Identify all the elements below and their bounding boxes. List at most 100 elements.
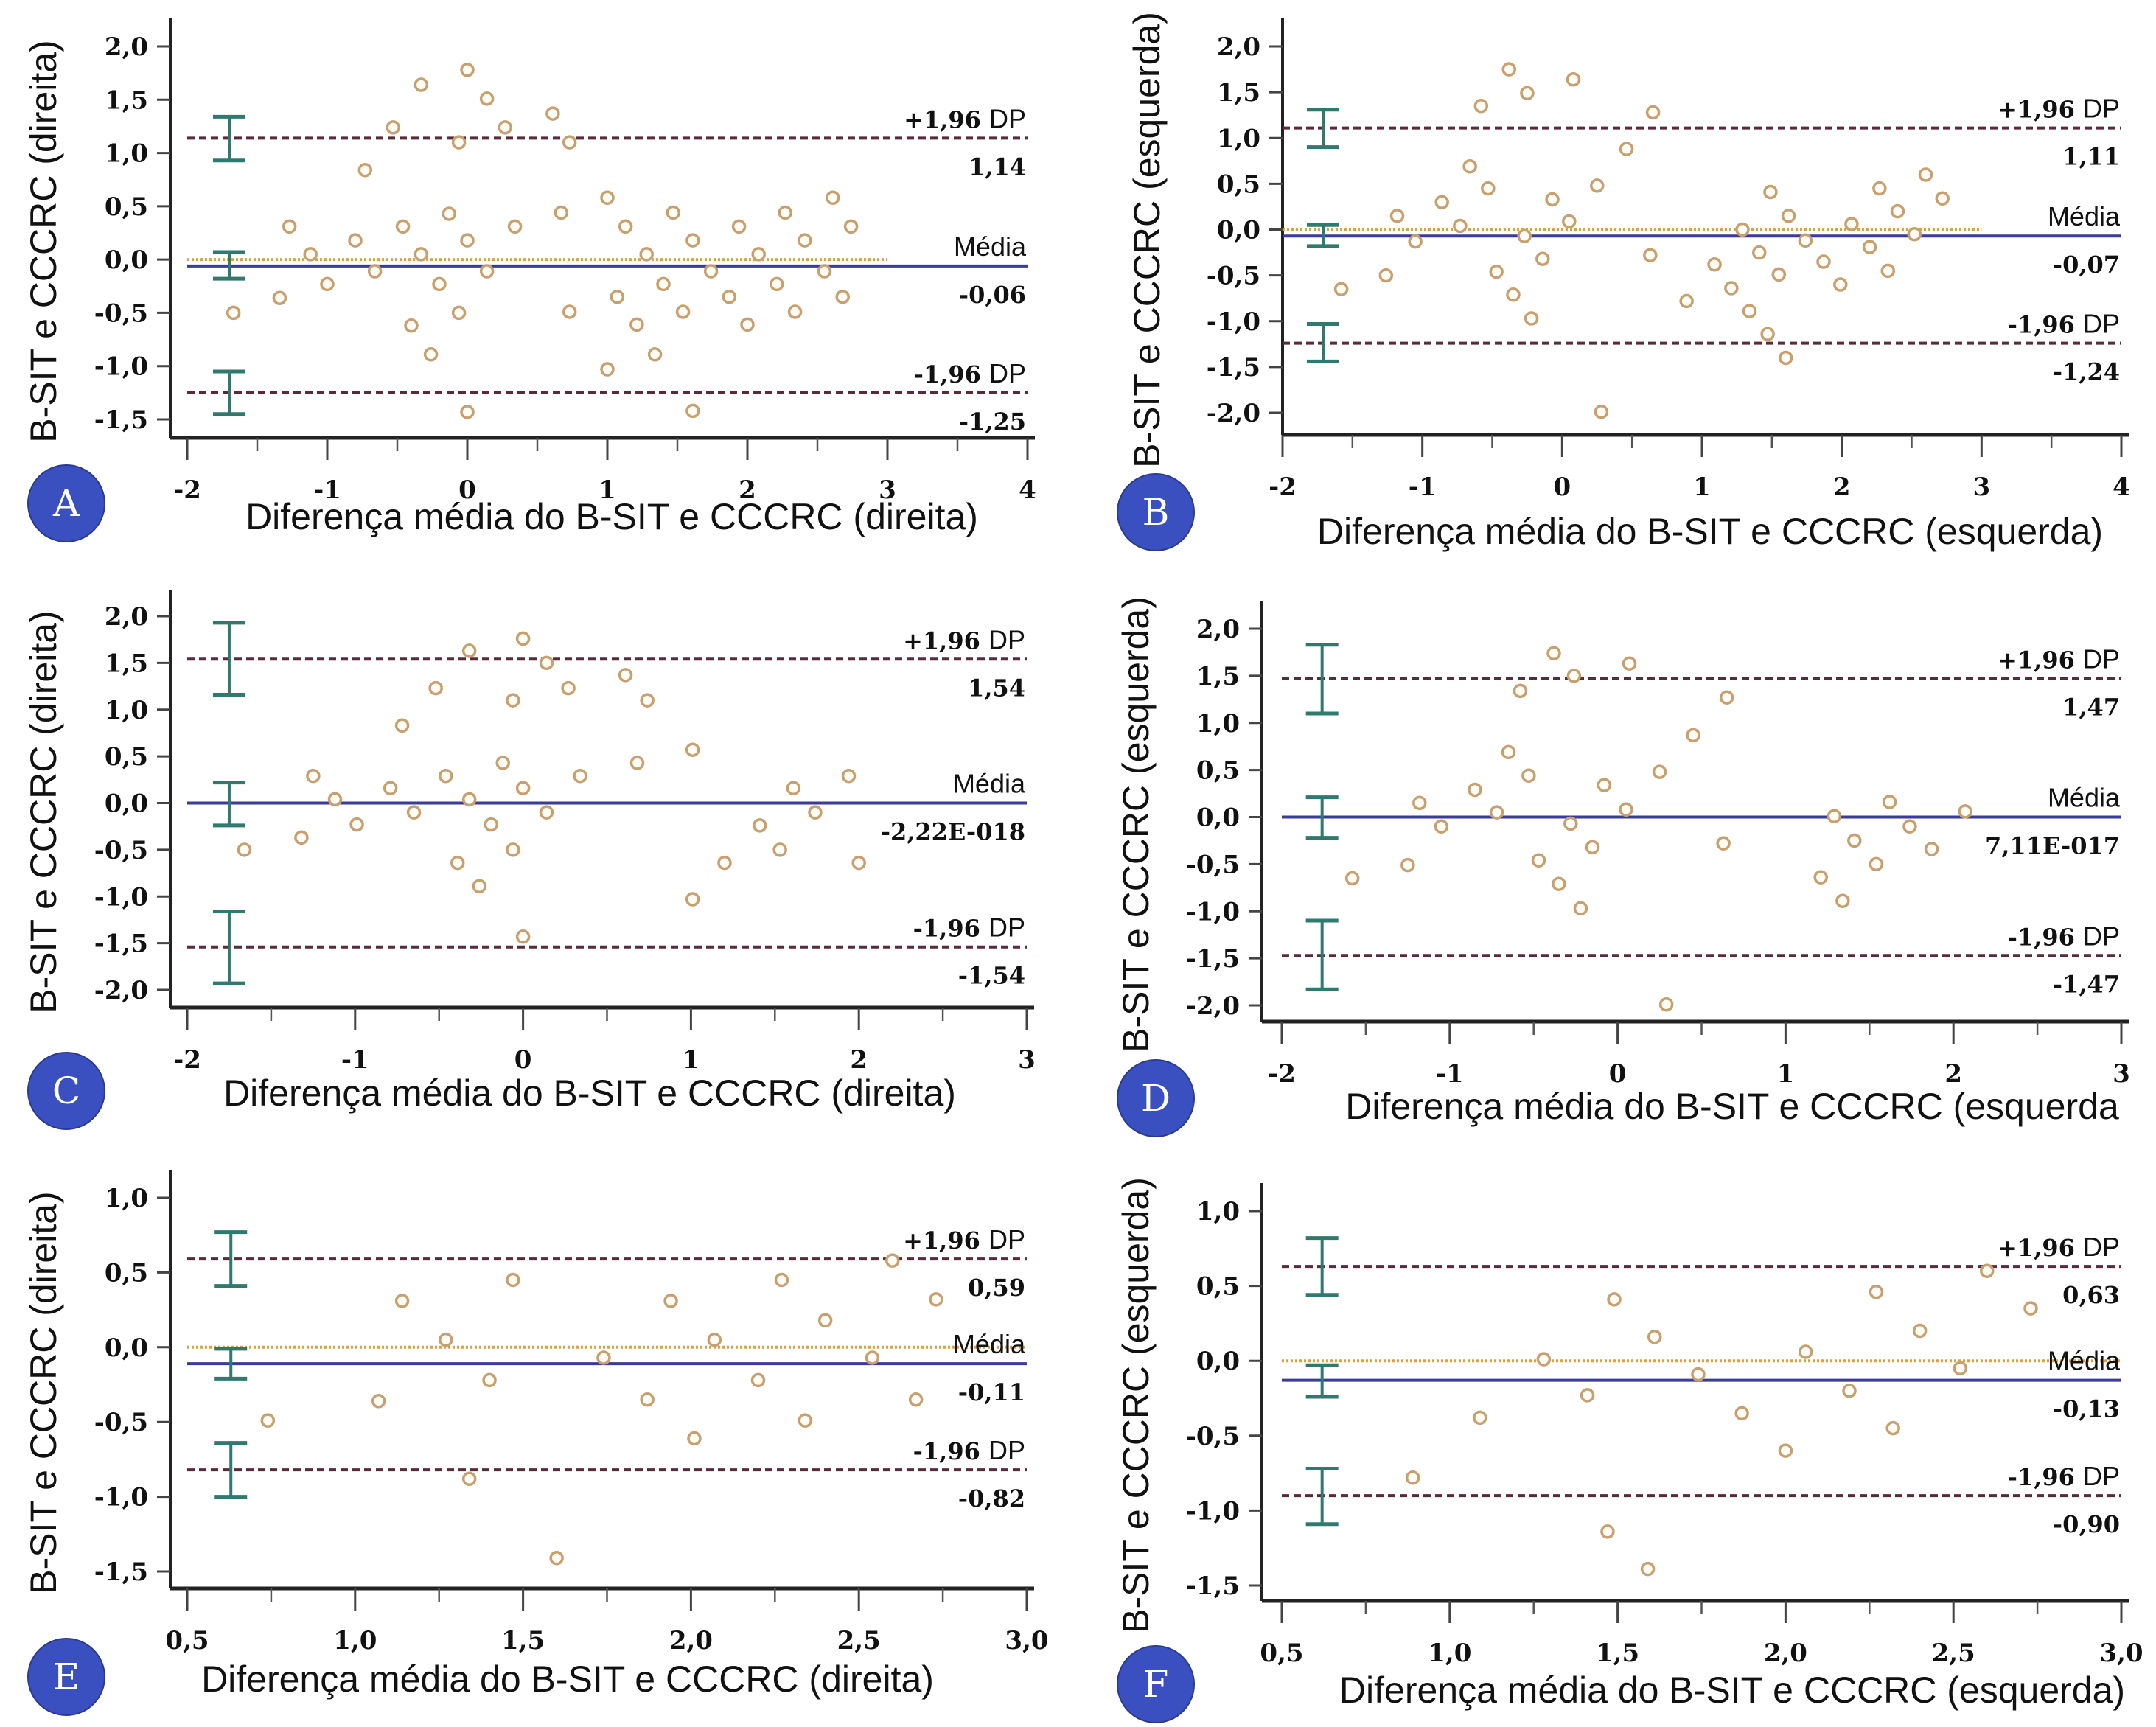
- data-point: [610, 289, 625, 304]
- x-axis-title: Diferença média do B-SIT e CCCRC (esquer…: [1317, 511, 2103, 552]
- x-tick-label: 0,5: [1260, 1639, 1303, 1668]
- ci-bar-lower: [1305, 918, 1339, 991]
- ci-bar-mean: [1307, 223, 1340, 248]
- data-point: [1918, 167, 1933, 182]
- panel-e: -1,5 -1,0 -0,5 0,0 0,5 1,0 0,5 1,0 1,5 2,0 2,5 3,0 B…: [23, 1170, 1049, 1716]
- panel-badge-letter: C: [52, 1070, 80, 1112]
- data-point: [1869, 1284, 1884, 1299]
- panel-badge: [1117, 473, 1195, 551]
- data-point: [423, 347, 439, 362]
- x-tick-label: -2: [173, 1045, 201, 1075]
- data-point: [1885, 1420, 1900, 1436]
- data-point: [1924, 842, 1939, 856]
- data-point: [1378, 268, 1394, 283]
- ci-bar-upper: [1305, 1236, 1339, 1297]
- ci-bar-mean: [1305, 795, 1339, 840]
- data-point: [1597, 778, 1612, 792]
- data-point: [1562, 214, 1577, 229]
- data-point: [629, 756, 645, 770]
- x-tick-label: -2: [173, 475, 201, 505]
- data-point: [294, 830, 309, 845]
- data-point: [1647, 1329, 1662, 1344]
- ci-bar-lower: [1307, 321, 1340, 363]
- data-point: [1389, 209, 1405, 223]
- y-tick-label: 1,5: [1196, 662, 1240, 691]
- data-point: [1453, 218, 1468, 234]
- data-point: [1619, 142, 1634, 156]
- data-point: [1481, 181, 1496, 196]
- upper-limit-label: +1,96 DP: [1998, 94, 2120, 124]
- data-point: [1513, 683, 1528, 699]
- x-tick-label: 3: [879, 475, 896, 505]
- data-point: [561, 680, 576, 696]
- data-point: [675, 304, 691, 319]
- data-point: [461, 643, 477, 658]
- data-point: [1643, 248, 1658, 263]
- y-tick-label: -0,5: [94, 836, 148, 865]
- x-tick-label: 3: [1972, 472, 1990, 502]
- data-point: [1734, 1406, 1749, 1421]
- data-point: [549, 1550, 564, 1566]
- data-point: [1489, 805, 1504, 820]
- data-point: [1590, 178, 1605, 193]
- y-axis-title: B-SIT e CCCRC (esquerda): [1115, 596, 1157, 1053]
- data-point: [639, 247, 654, 262]
- data-point: [554, 205, 569, 220]
- data-point: [687, 1431, 702, 1446]
- data-point: [282, 219, 297, 234]
- data-point: [1468, 782, 1482, 798]
- data-point: [237, 842, 252, 857]
- ci-bar-mean: [213, 250, 245, 281]
- data-point: [1400, 857, 1415, 873]
- x-tick-label: 1,0: [333, 1626, 377, 1656]
- mean-value: 7,11E-017: [1985, 832, 2120, 860]
- data-point: [1573, 901, 1588, 916]
- data-point: [562, 135, 577, 150]
- x-tick-label: 0,5: [165, 1626, 209, 1656]
- lower-limit-value: -0,90: [2053, 1510, 2120, 1538]
- lower-limit-value: -1,47: [2053, 970, 2120, 998]
- panel-badge: [1117, 1059, 1195, 1137]
- data-point: [1473, 1410, 1487, 1426]
- data-point: [600, 190, 615, 206]
- data-point: [479, 91, 495, 106]
- data-point: [1907, 226, 1922, 242]
- x-tick-label: 1,5: [1596, 1639, 1639, 1668]
- y-tick-label: 0,0: [1196, 803, 1240, 833]
- data-point: [841, 768, 857, 784]
- data-point: [394, 1294, 410, 1308]
- y-tick-label: 1,0: [105, 1184, 148, 1213]
- data-point: [1842, 1384, 1857, 1398]
- data-point: [573, 768, 587, 784]
- upper-limit-label: +1,96 DP: [1998, 1232, 2120, 1262]
- data-point: [439, 1332, 453, 1347]
- data-point: [367, 264, 383, 279]
- y-tick-label: 1,0: [1217, 124, 1260, 153]
- data-point: [1566, 669, 1582, 683]
- data-point: [798, 1413, 813, 1428]
- data-point: [484, 817, 499, 832]
- panel-d: -2,0 -1,5 -1,0 -0,5 0,0 0,5 1,0 1,5 2,0 -2 -1 0 1 2 3 B…: [1115, 596, 2130, 1137]
- data-point: [1585, 840, 1600, 855]
- panel-badge: [27, 464, 105, 542]
- y-tick-label: -1,0: [94, 1483, 148, 1513]
- lower-limit-label: -1,96 DP: [2008, 1461, 2120, 1491]
- lower-limit-label: -1,96 DP: [913, 913, 1025, 943]
- y-tick-label: 0,5: [1217, 170, 1260, 199]
- data-point: [1880, 263, 1896, 279]
- x-tick-label: 0: [1553, 472, 1571, 502]
- y-tick-label: -0,5: [1186, 850, 1240, 879]
- data-point: [472, 879, 487, 894]
- data-point: [826, 190, 840, 206]
- data-point: [663, 1294, 678, 1308]
- y-tick-label: 0,5: [105, 192, 148, 222]
- x-tick-label: 1: [599, 475, 616, 505]
- data-point: [1489, 264, 1504, 279]
- panel-b: -2,0 -1,5 -1,0 -0,5 0,0 0,5 1,0 1,5 2,0 -2 -1 0 1 2 3 4…: [1117, 12, 2130, 552]
- data-point: [1652, 764, 1667, 779]
- data-point: [1781, 209, 1796, 223]
- data-point: [303, 247, 318, 262]
- mean-label: Média: [2048, 783, 2121, 813]
- data-point: [666, 205, 681, 220]
- y-tick-label: -1,5: [1186, 1571, 1240, 1601]
